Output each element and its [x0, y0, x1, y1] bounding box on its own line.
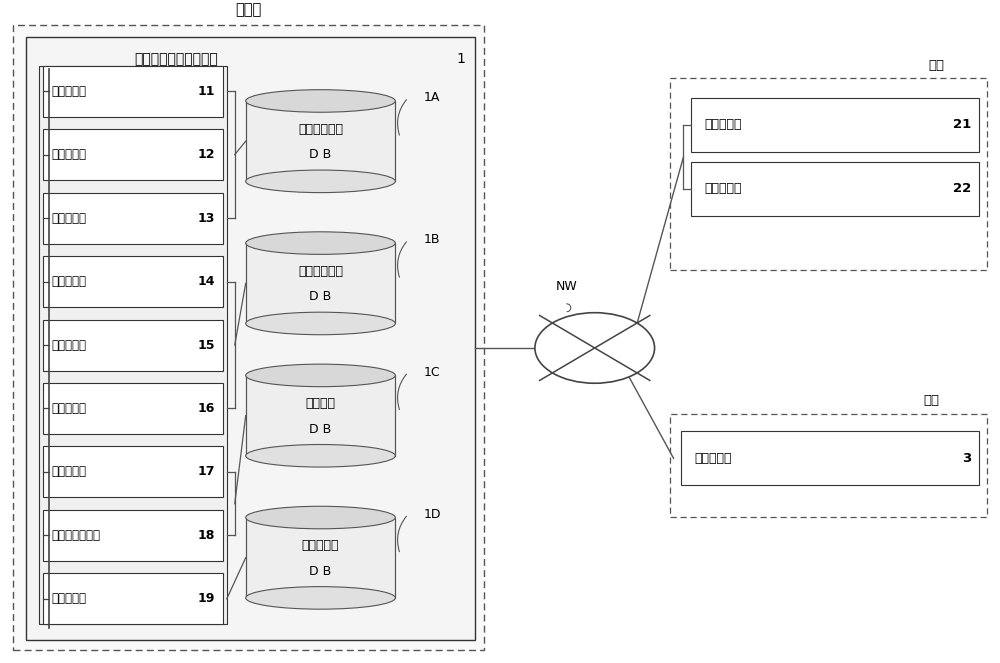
Bar [43, 510, 223, 561]
Text: 17: 17 [197, 465, 215, 479]
Text: 企业: 企业 [929, 58, 945, 72]
Text: 22: 22 [953, 182, 972, 195]
Text: 人事劳务信息: 人事劳务信息 [298, 123, 343, 136]
Text: 1B: 1B [423, 233, 440, 246]
Bar [26, 37, 475, 640]
Ellipse shape [246, 170, 395, 193]
Text: 劳动者终端: 劳动者终端 [694, 452, 732, 465]
Bar [43, 256, 223, 307]
Ellipse shape [246, 444, 395, 467]
Text: 21: 21 [953, 119, 972, 131]
Ellipse shape [246, 507, 395, 529]
Text: 设定处理部: 设定处理部 [51, 148, 86, 161]
Text: D B: D B [309, 423, 332, 436]
Bar [691, 98, 979, 152]
Text: 更新处理部: 更新处理部 [51, 339, 86, 351]
Text: 11: 11 [197, 85, 215, 97]
Text: NW: NW [556, 280, 578, 293]
Text: 编辑受理部: 编辑受理部 [51, 465, 86, 479]
Bar [43, 446, 223, 497]
Ellipse shape [535, 313, 655, 383]
Bar [681, 431, 979, 485]
Ellipse shape [246, 90, 395, 112]
Bar [39, 66, 227, 625]
Text: 1A: 1A [423, 91, 440, 104]
Text: 13: 13 [197, 211, 215, 225]
Bar [13, 25, 484, 650]
Text: 关联信息: 关联信息 [306, 397, 336, 410]
Bar [43, 383, 223, 434]
Bar [43, 193, 223, 243]
Bar [43, 129, 223, 180]
Bar [43, 66, 223, 117]
Text: 14: 14 [197, 275, 215, 288]
Text: 劳务资产信息管理装置: 劳务资产信息管理装置 [134, 52, 218, 66]
Text: 1: 1 [456, 52, 465, 66]
Text: 1C: 1C [423, 365, 440, 379]
FancyBboxPatch shape [246, 375, 395, 455]
Text: 登记处理部: 登记处理部 [51, 211, 86, 225]
Text: 历史信息记录部: 历史信息记录部 [51, 529, 100, 542]
Text: 通信处理部: 通信处理部 [51, 592, 86, 605]
Text: D B: D B [309, 565, 332, 578]
Ellipse shape [246, 587, 395, 609]
Text: 职员: 职员 [924, 394, 940, 407]
Ellipse shape [246, 312, 395, 335]
Bar [670, 414, 987, 516]
FancyBboxPatch shape [246, 243, 395, 324]
Text: 3: 3 [962, 452, 972, 465]
Text: D B: D B [309, 290, 332, 304]
Text: 15: 15 [197, 339, 215, 351]
Text: 未汇总信息: 未汇总信息 [302, 540, 339, 552]
Text: 管理者: 管理者 [236, 3, 262, 18]
Text: 时间记录器: 时间记录器 [704, 119, 742, 131]
Text: 认证处理部: 认证处理部 [51, 85, 86, 97]
Text: 19: 19 [197, 592, 215, 605]
Bar [670, 78, 987, 270]
Ellipse shape [246, 364, 395, 387]
FancyBboxPatch shape [246, 518, 395, 598]
Text: 12: 12 [197, 148, 215, 161]
Text: 劳务资产信息: 劳务资产信息 [298, 265, 343, 278]
Text: 16: 16 [197, 402, 215, 415]
Text: D B: D B [309, 149, 332, 161]
Text: 企业内终端: 企业内终端 [704, 182, 742, 195]
Text: 汇总处理部: 汇总处理部 [51, 275, 86, 288]
Text: 1D: 1D [423, 508, 441, 520]
Bar [43, 573, 223, 625]
Bar [691, 162, 979, 215]
Text: 反映处理部: 反映处理部 [51, 402, 86, 415]
Bar [43, 320, 223, 371]
Text: 18: 18 [197, 529, 215, 542]
FancyBboxPatch shape [246, 101, 395, 182]
Ellipse shape [246, 232, 395, 255]
